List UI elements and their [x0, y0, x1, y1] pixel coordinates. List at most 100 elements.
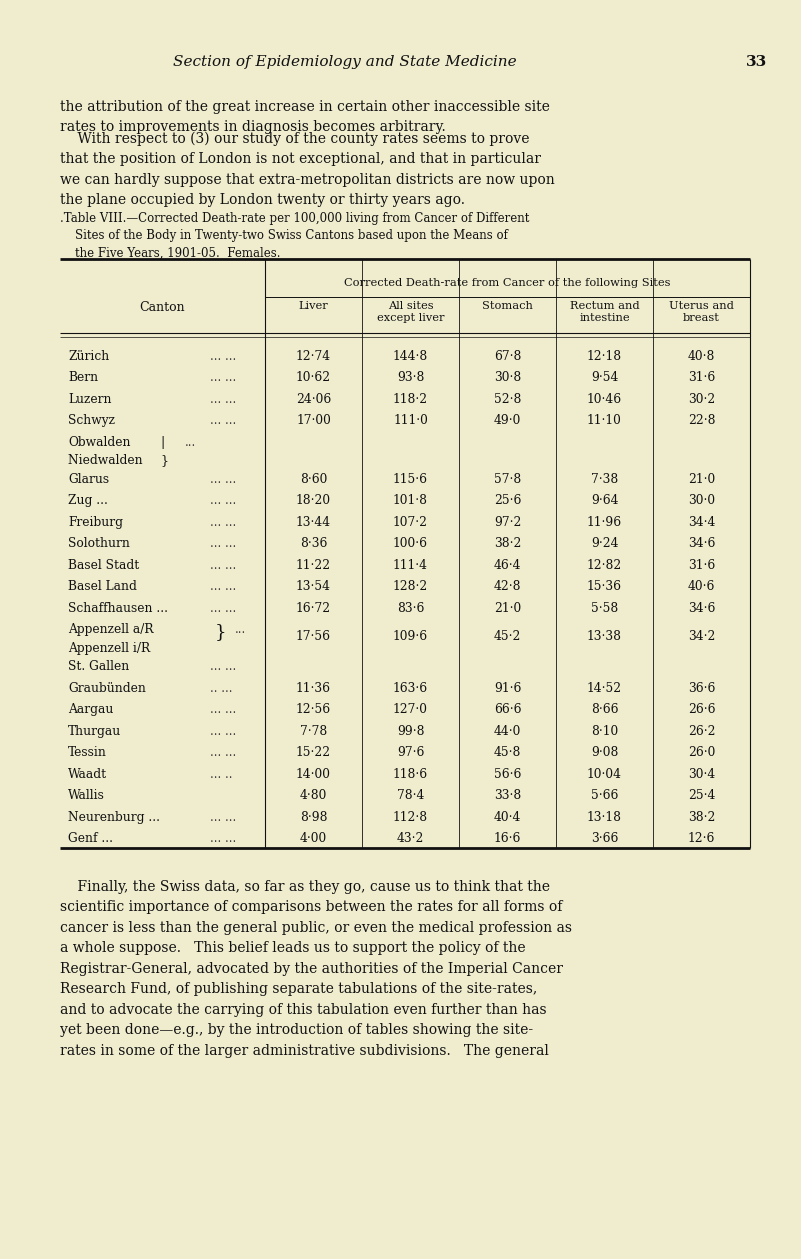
Text: Schaffhausen ...: Schaffhausen ... [68, 602, 168, 614]
Text: 9·24: 9·24 [591, 538, 618, 550]
Text: rates in some of the larger administrative subdivisions.   The general: rates in some of the larger administrati… [60, 1044, 549, 1058]
Text: 26·2: 26·2 [688, 725, 715, 738]
Text: ... ...: ... ... [210, 473, 236, 486]
Text: Appenzell a/R: Appenzell a/R [68, 623, 154, 637]
Text: Glarus: Glarus [68, 473, 109, 486]
Text: 14·00: 14·00 [296, 768, 331, 781]
Text: 115·6: 115·6 [393, 473, 428, 486]
Text: 31·6: 31·6 [688, 371, 715, 384]
Text: ...: ... [185, 436, 196, 449]
Text: 100·6: 100·6 [393, 538, 428, 550]
Text: 97·2: 97·2 [493, 516, 521, 529]
Text: ... ...: ... ... [210, 495, 236, 507]
Text: 40·4: 40·4 [493, 811, 521, 823]
Text: Tessin: Tessin [68, 747, 107, 759]
Text: ... ...: ... ... [210, 393, 236, 405]
Text: 12·82: 12·82 [587, 559, 622, 572]
Text: |: | [160, 436, 164, 449]
Text: 112·8: 112·8 [393, 811, 428, 823]
Text: 57·8: 57·8 [494, 473, 521, 486]
Text: scientific importance of comparisons between the rates for all forms of: scientific importance of comparisons bet… [60, 900, 562, 914]
Text: 13·54: 13·54 [296, 580, 331, 593]
Text: 25·6: 25·6 [493, 495, 521, 507]
Text: 49·0: 49·0 [493, 414, 521, 428]
Text: 30·2: 30·2 [688, 393, 715, 405]
Text: 30·0: 30·0 [688, 495, 715, 507]
Text: 12·74: 12·74 [296, 350, 331, 363]
Text: Bern: Bern [68, 371, 99, 384]
Text: 34·6: 34·6 [688, 602, 715, 614]
Text: 40·8: 40·8 [688, 350, 715, 363]
Text: Corrected Death-rate from Cancer of the following Sites: Corrected Death-rate from Cancer of the … [344, 278, 670, 288]
Text: Research Fund, of publishing separate tabulations of the site-rates,: Research Fund, of publishing separate ta… [60, 982, 537, 996]
Text: 9·64: 9·64 [591, 495, 618, 507]
Text: 40·6: 40·6 [688, 580, 715, 593]
Text: 30·8: 30·8 [494, 371, 521, 384]
Text: Registrar-General, advocated by the authorities of the Imperial Cancer: Registrar-General, advocated by the auth… [60, 962, 563, 976]
Text: 26·0: 26·0 [688, 747, 715, 759]
Text: Zug ...: Zug ... [68, 495, 108, 507]
Text: Canton: Canton [139, 301, 185, 313]
Text: Aargau: Aargau [68, 704, 114, 716]
Text: 22·8: 22·8 [688, 414, 715, 428]
Text: .Table VIII.—Corrected Death-rate per 100,000 living from Cancer of Different: .Table VIII.—Corrected Death-rate per 10… [60, 212, 529, 224]
Text: ... ...: ... ... [210, 580, 236, 593]
Text: 30·4: 30·4 [688, 768, 715, 781]
Text: 38·2: 38·2 [493, 538, 521, 550]
Text: Rectum and
intestine: Rectum and intestine [570, 301, 639, 324]
Text: 11·36: 11·36 [296, 682, 331, 695]
Text: 52·8: 52·8 [493, 393, 521, 405]
Text: 34·2: 34·2 [688, 631, 715, 643]
Text: Thurgau: Thurgau [68, 725, 121, 738]
Text: 34·4: 34·4 [688, 516, 715, 529]
Text: 78·4: 78·4 [396, 789, 425, 802]
Text: that the position of London is not exceptional, and that in particular: that the position of London is not excep… [60, 152, 541, 166]
Text: ... ...: ... ... [210, 350, 236, 363]
Text: yet been done—e.g., by the introduction of tables showing the site-: yet been done—e.g., by the introduction … [60, 1024, 533, 1037]
Text: 118·6: 118·6 [393, 768, 428, 781]
Text: 25·4: 25·4 [688, 789, 715, 802]
Text: 18·20: 18·20 [296, 495, 331, 507]
Text: Niedwalden: Niedwalden [68, 454, 147, 467]
Text: ... ...: ... ... [210, 538, 236, 550]
Text: 34·6: 34·6 [688, 538, 715, 550]
Text: 13·18: 13·18 [587, 811, 622, 823]
Text: 46·4: 46·4 [493, 559, 521, 572]
Text: ... ...: ... ... [210, 832, 236, 846]
Text: ... ...: ... ... [210, 516, 236, 529]
Text: a whole suppose.   This belief leads us to support the policy of the: a whole suppose. This belief leads us to… [60, 940, 525, 956]
Text: 111·0: 111·0 [393, 414, 428, 428]
Text: 16·6: 16·6 [493, 832, 521, 846]
Text: 83·6: 83·6 [396, 602, 425, 614]
Text: 12·18: 12·18 [587, 350, 622, 363]
Text: 163·6: 163·6 [393, 682, 428, 695]
Text: 11·96: 11·96 [587, 516, 622, 529]
Text: 8·60: 8·60 [300, 473, 327, 486]
Text: Section of Epidemiology and State Medicine: Section of Epidemiology and State Medici… [173, 55, 516, 69]
Text: ... ...: ... ... [210, 661, 236, 674]
Text: 26·6: 26·6 [688, 704, 715, 716]
Text: 4·80: 4·80 [300, 789, 327, 802]
Text: the Five Years, 1901-05.  Females.: the Five Years, 1901-05. Females. [60, 247, 280, 259]
Text: 36·6: 36·6 [688, 682, 715, 695]
Text: the plane occupied by London twenty or thirty years ago.: the plane occupied by London twenty or t… [60, 194, 465, 208]
Text: 66·6: 66·6 [493, 704, 521, 716]
Text: Zürich: Zürich [68, 350, 109, 363]
Text: 8·98: 8·98 [300, 811, 328, 823]
Text: Graubünden: Graubünden [68, 682, 146, 695]
Text: ... ..: ... .. [210, 768, 232, 781]
Text: 5·58: 5·58 [591, 602, 618, 614]
Text: 101·8: 101·8 [393, 495, 428, 507]
Text: 4·00: 4·00 [300, 832, 327, 846]
Text: St. Gallen: St. Gallen [68, 661, 129, 674]
Text: 5·66: 5·66 [591, 789, 618, 802]
Text: 118·2: 118·2 [393, 393, 428, 405]
Text: 144·8: 144·8 [392, 350, 428, 363]
Text: Waadt: Waadt [68, 768, 107, 781]
Text: }: } [215, 623, 227, 642]
Text: ...: ... [235, 623, 246, 637]
Text: ... ...: ... ... [210, 602, 236, 614]
Text: 91·6: 91·6 [493, 682, 521, 695]
Text: ... ...: ... ... [210, 371, 236, 384]
Text: 128·2: 128·2 [392, 580, 428, 593]
